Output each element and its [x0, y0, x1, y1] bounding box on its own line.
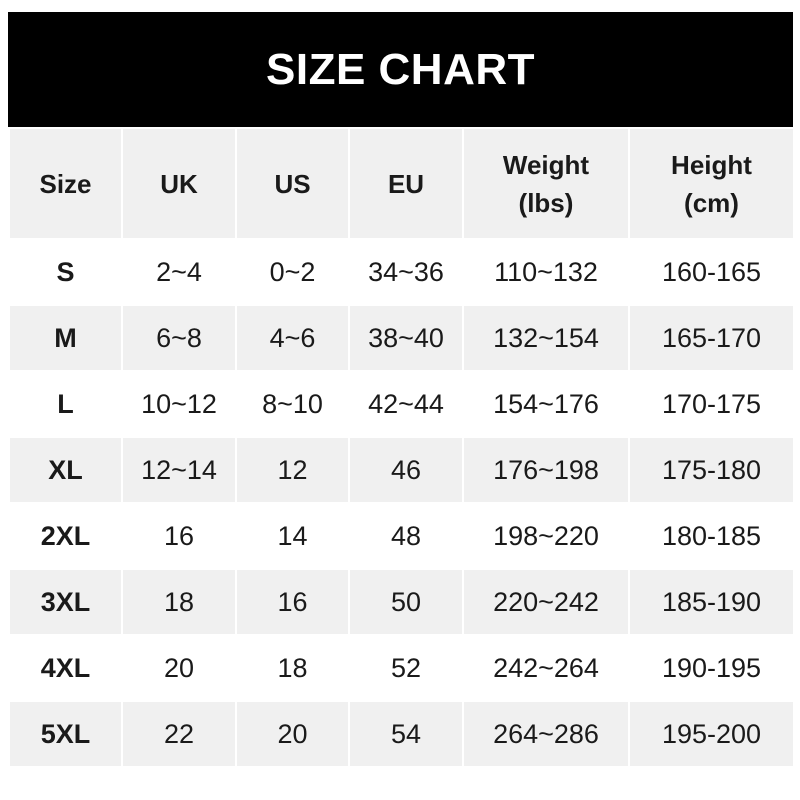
cell-uk: 20: [121, 634, 237, 702]
cell-size: 4XL: [8, 634, 123, 702]
column-header-eu: EU: [348, 127, 464, 240]
cell-us: 16: [235, 568, 350, 636]
cell-weight: 220~242: [462, 568, 630, 636]
table-row: XL 12~14 12 46 176~198 175-180: [8, 436, 795, 504]
cell-size: 2XL: [8, 502, 123, 570]
column-header-label: Size: [39, 168, 92, 199]
table-row: 2XL 16 14 48 198~220 180-185: [8, 502, 795, 570]
table-row: 5XL 22 20 54 264~286 195-200: [8, 700, 795, 768]
cell-weight: 242~264: [462, 634, 630, 702]
header-row: Size UK US EU Weight (lbs) Height (cm): [8, 127, 795, 240]
cell-uk: 6~8: [121, 304, 237, 372]
cell-height: 190-195: [628, 634, 795, 702]
cell-size: 3XL: [8, 568, 123, 636]
column-header-height: Height (cm): [628, 127, 795, 240]
size-chart-title: SIZE CHART: [8, 12, 793, 127]
column-header-size: Size: [8, 127, 123, 240]
cell-size: L: [8, 370, 123, 438]
cell-eu: 42~44: [348, 370, 464, 438]
cell-eu: 46: [348, 436, 464, 504]
cell-us: 14: [235, 502, 350, 570]
column-header-label: UK: [160, 168, 198, 199]
column-header-label: Height: [671, 149, 752, 180]
cell-weight: 132~154: [462, 304, 630, 372]
cell-height: 175-180: [628, 436, 795, 504]
column-header-label: EU: [387, 168, 425, 199]
cell-us: 12: [235, 436, 350, 504]
column-header-weight: Weight (lbs): [462, 127, 630, 240]
column-header-uk: UK: [121, 127, 237, 240]
cell-size: XL: [8, 436, 123, 504]
size-chart-table: Size UK US EU Weight (lbs) Height (cm) S 2~4 0~2 3…: [8, 127, 795, 768]
cell-weight: 176~198: [462, 436, 630, 504]
cell-weight: 154~176: [462, 370, 630, 438]
cell-weight: 110~132: [462, 238, 630, 306]
table-row: S 2~4 0~2 34~36 110~132 160-165: [8, 238, 795, 306]
cell-size: 5XL: [8, 700, 123, 768]
cell-height: 185-190: [628, 568, 795, 636]
cell-size: M: [8, 304, 123, 372]
table-row: L 10~12 8~10 42~44 154~176 170-175: [8, 370, 795, 438]
cell-height: 195-200: [628, 700, 795, 768]
cell-height: 170-175: [628, 370, 795, 438]
cell-eu: 54: [348, 700, 464, 768]
cell-height: 180-185: [628, 502, 795, 570]
cell-uk: 2~4: [121, 238, 237, 306]
cell-us: 0~2: [235, 238, 350, 306]
table-row: 3XL 18 16 50 220~242 185-190: [8, 568, 795, 636]
cell-uk: 16: [121, 502, 237, 570]
cell-height: 160-165: [628, 238, 795, 306]
column-header-label: US: [274, 168, 311, 199]
cell-us: 4~6: [235, 304, 350, 372]
cell-weight: 198~220: [462, 502, 630, 570]
table-row: 4XL 20 18 52 242~264 190-195: [8, 634, 795, 702]
cell-eu: 52: [348, 634, 464, 702]
cell-eu: 50: [348, 568, 464, 636]
cell-eu: 38~40: [348, 304, 464, 372]
cell-us: 18: [235, 634, 350, 702]
cell-height: 165-170: [628, 304, 795, 372]
table-row: M 6~8 4~6 38~40 132~154 165-170: [8, 304, 795, 372]
cell-size: S: [8, 238, 123, 306]
column-header-unit: (cm): [684, 187, 739, 218]
cell-uk: 12~14: [121, 436, 237, 504]
cell-uk: 22: [121, 700, 237, 768]
column-header-label: Weight: [502, 149, 590, 180]
cell-weight: 264~286: [462, 700, 630, 768]
column-header-unit: (lbs): [518, 187, 574, 218]
cell-us: 20: [235, 700, 350, 768]
cell-us: 8~10: [235, 370, 350, 438]
cell-eu: 34~36: [348, 238, 464, 306]
cell-uk: 18: [121, 568, 237, 636]
column-header-us: US: [235, 127, 350, 240]
cell-eu: 48: [348, 502, 464, 570]
cell-uk: 10~12: [121, 370, 237, 438]
